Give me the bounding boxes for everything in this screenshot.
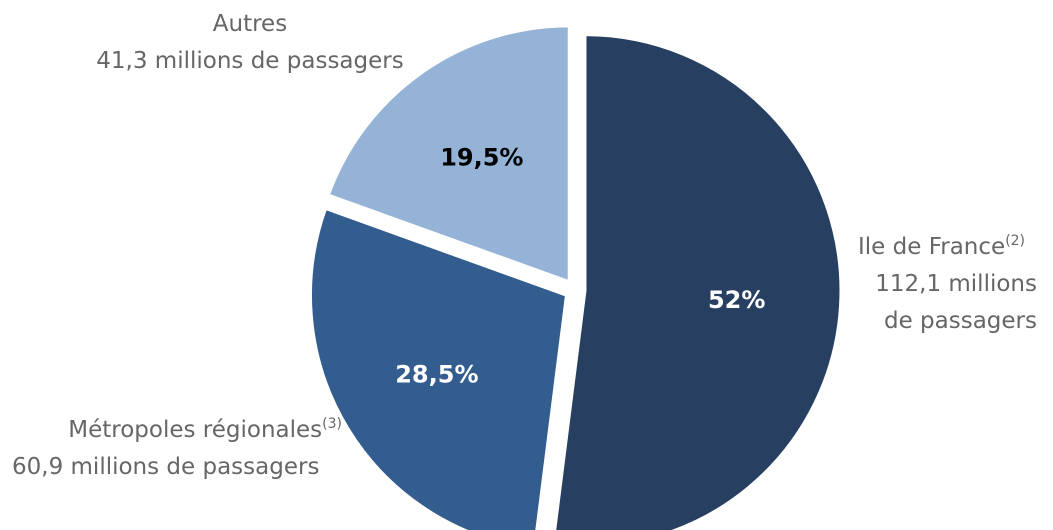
pie-slice-metropoles — [308, 206, 569, 530]
value-label-autres: 19,5% — [440, 143, 523, 171]
pie-slice-autres — [326, 24, 571, 284]
category-label-autres: Autres — [213, 11, 287, 37]
category-detail-metropoles: 60,9 millions de passagers — [12, 454, 319, 480]
pie-value-labels: 52% 28,5% 19,5% — [395, 143, 765, 388]
pie-slices — [308, 24, 843, 530]
category-label-metropoles: Métropoles régionales(3) — [68, 416, 342, 443]
category-detail-ile-de-france-1: 112,1 millions — [875, 271, 1037, 297]
category-detail-autres: 41,3 millions de passagers — [96, 48, 403, 74]
value-label-ile-de-france: 52% — [708, 286, 765, 314]
category-label-ile-de-france: Ile de France(2) — [858, 233, 1025, 260]
category-detail-ile-de-france-2: de passagers — [884, 308, 1037, 334]
value-label-metropoles: 28,5% — [395, 361, 478, 389]
pie-slice-ile-de-france — [553, 33, 843, 530]
